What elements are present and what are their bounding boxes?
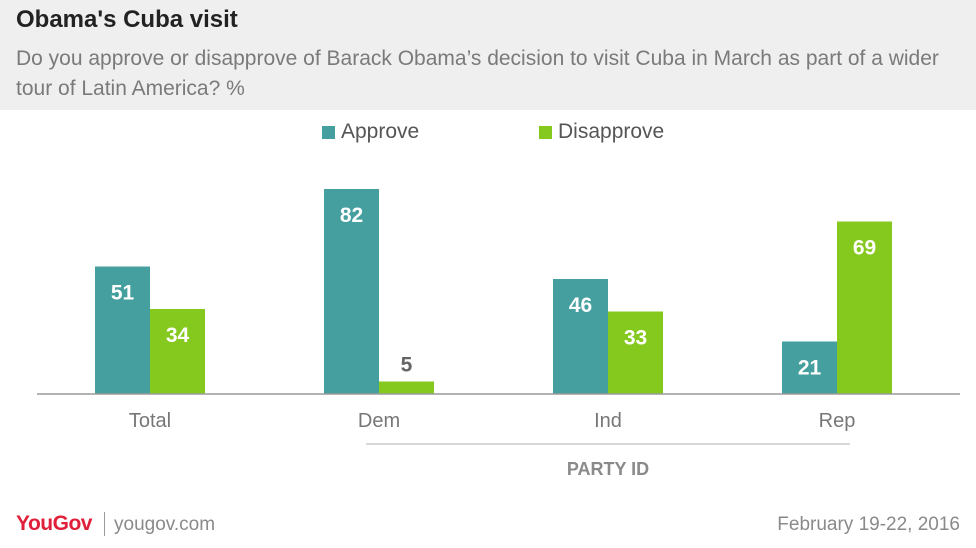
footer-site: yougov.com	[114, 514, 216, 535]
x-tick-label-ind: Ind	[594, 410, 622, 432]
bar-disapprove-dem	[379, 381, 434, 394]
bar-approve-total	[95, 266, 150, 394]
x-tick-label-rep: Rep	[819, 410, 856, 432]
group-label-party-id: PARTY ID	[567, 459, 649, 479]
header-panel: Obama's Cuba visit Do you approve or dis…	[0, 0, 976, 110]
data-label-disapprove-rep: 69	[853, 237, 876, 260]
data-label-approve-rep: 21	[798, 357, 822, 380]
bar-disapprove-total	[150, 309, 205, 394]
legend-label-disapprove: Disapprove	[558, 120, 665, 143]
data-label-approve-dem: 82	[340, 204, 363, 227]
legend-swatch-approve	[322, 125, 335, 139]
data-label-approve-ind: 46	[569, 294, 592, 317]
footer-date: February 19-22, 2016	[777, 514, 960, 535]
data-label-disapprove-ind: 33	[624, 327, 647, 350]
x-tick-label-dem: Dem	[358, 410, 400, 432]
legend-item-approve: Approve	[322, 120, 419, 144]
bar-disapprove-ind	[608, 311, 663, 394]
yougov-logo: YouGov	[16, 512, 92, 535]
legend-label-approve: Approve	[341, 120, 420, 143]
bar-approve-dem	[324, 189, 379, 394]
x-tick-label-total: Total	[129, 410, 171, 432]
data-label-disapprove-dem: 5	[401, 354, 413, 377]
bar-approve-rep	[782, 341, 837, 394]
bar-approve-ind	[553, 279, 608, 394]
data-label-disapprove-total: 34	[166, 324, 190, 347]
data-label-approve-total: 51	[111, 282, 135, 305]
legend-swatch-disapprove	[539, 125, 552, 139]
bar-disapprove-rep	[837, 221, 892, 394]
chart-title: Obama's Cuba visit	[16, 6, 238, 33]
footer-divider	[104, 512, 105, 536]
legend-item-disapprove: Disapprove	[539, 120, 664, 144]
bar-chart: 51 34 82 5 46 33 21 69 Total Dem Ind Rep PARTY ID	[37, 189, 960, 479]
chart-subtitle: Do you approve or disapprove of Barack O…	[16, 47, 939, 100]
